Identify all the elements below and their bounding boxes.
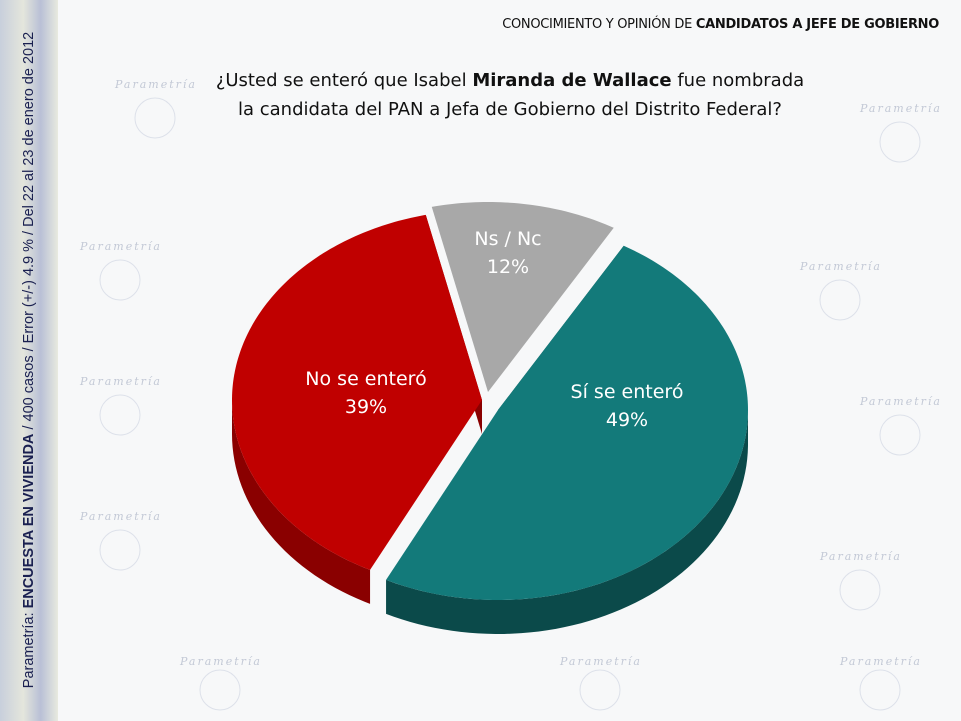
pie-side-2 [232,400,371,604]
question-name: Miranda de Wallace [472,70,672,91]
watermark-circle [579,669,621,711]
chart-title: ¿Usted se enteró que Isabel Miranda de W… [200,66,820,124]
data-label-category: No se enteró [305,368,426,390]
watermark-text: Parametría [79,375,162,388]
data-label-category: Sí se enteró [571,381,684,403]
watermark-text: Parametría [799,260,882,273]
watermark-text: Parametría [79,510,162,523]
data-label-value: 12% [487,256,529,278]
watermark-circle [99,259,141,301]
watermark-text: Parametría [839,655,922,668]
watermark-circle [99,529,141,571]
watermark-circle [99,394,141,436]
watermark-text: Parametría [859,102,942,115]
watermark-circle [839,569,881,611]
watermark-circle [879,414,921,456]
watermark-text: Parametría [859,395,942,408]
watermark-text: Parametría [819,550,902,563]
watermark-circle [134,97,176,139]
watermark-circle [819,279,861,321]
data-label-category: Ns / Nc [474,228,541,250]
watermark-text: Parametría [114,78,197,91]
question-part2: fue nombrada [671,70,805,91]
watermark-text: Parametría [79,240,162,253]
header-prefix: CONOCIMIENTO Y OPINIÓN DE [502,17,696,32]
watermark-text: Parametría [559,655,642,668]
header-bold: CANDIDATOS A JEFE DE GOBIERNO [695,17,939,32]
slide-header: CONOCIMIENTO Y OPINIÓN DE CANDIDATOS A J… [502,17,939,32]
pie-side-1 [386,410,748,634]
data-label-value: 39% [345,396,387,418]
data-label-value: 49% [606,409,648,431]
watermark-circle [199,669,241,711]
question-line2: la candidata del PAN a Jefa de Gobierno … [238,99,782,120]
watermark-text: Parametría [179,655,262,668]
watermark-circle [859,669,901,711]
watermark-circle [879,121,921,163]
sidebar-decoration [0,0,58,721]
pie-slice-0 [431,202,614,392]
pie-slice-2 [232,214,482,570]
pie-slice-1 [386,245,748,600]
question-part1: ¿Usted se enteró que Isabel [215,70,473,91]
